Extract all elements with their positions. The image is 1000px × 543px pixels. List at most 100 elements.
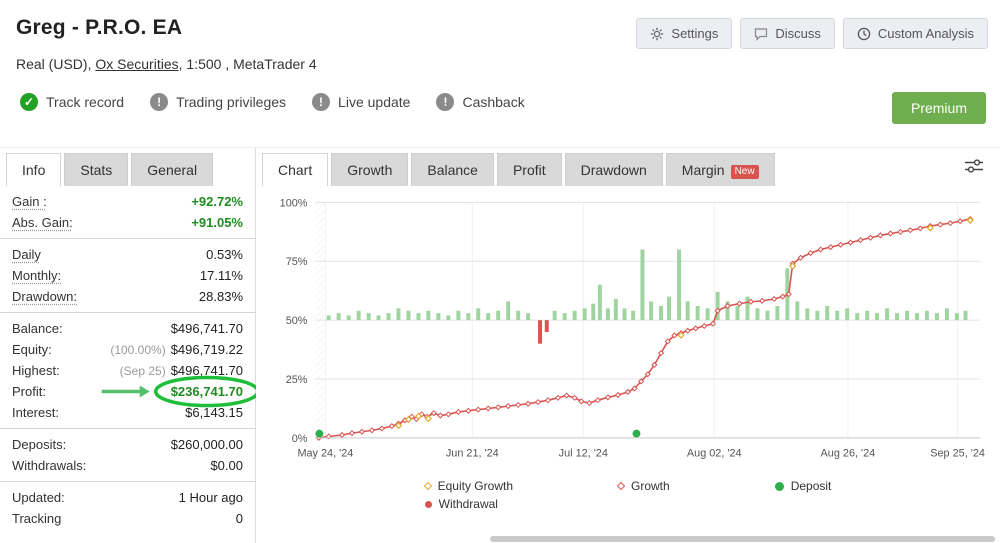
- stat-row-highest: Highest: (Sep 25) $496,741.70: [12, 360, 243, 381]
- stat-label[interactable]: Abs. Gain:: [12, 215, 73, 230]
- dot-green-icon: [774, 481, 784, 491]
- growth-marker: [771, 295, 778, 303]
- growth-marker: [785, 291, 792, 298]
- growth-marker: [657, 350, 665, 357]
- stat-row-profit: Profit: $236,741.70: [12, 381, 243, 402]
- gain-bar: [963, 310, 968, 321]
- tab-general[interactable]: General: [131, 153, 214, 186]
- equity-marker: [926, 224, 934, 232]
- equity-marker: [789, 262, 797, 270]
- gain-bar: [406, 310, 411, 321]
- settings-button[interactable]: Settings: [636, 18, 733, 49]
- tab-info[interactable]: Info: [6, 153, 62, 186]
- legend-column: Growth: [616, 479, 670, 511]
- legend-item-deposit[interactable]: Deposit: [774, 479, 832, 493]
- growth-chart[interactable]: 0% 25% 50% 75% 100% May 24, '24 Jun 21, '24 Jul…: [260, 189, 994, 479]
- x-tick-label: Aug 02, '24: [687, 448, 742, 460]
- growth-line: [318, 218, 971, 439]
- gain-bar: [640, 249, 645, 321]
- profit-value: $236,741.70: [170, 384, 243, 399]
- gain-bar: [336, 313, 341, 321]
- stat-value-wrap: (Sep 25) $496,741.70: [120, 363, 243, 378]
- legend-column: Equity Growth Withdrawal: [423, 479, 513, 511]
- stat-row-deposits: Deposits: $260,000.00: [12, 434, 243, 455]
- gain-bar: [386, 313, 391, 321]
- gain-bar: [915, 313, 920, 321]
- gain-bar: [715, 291, 720, 321]
- growth-marker: [817, 246, 824, 253]
- stat-value-wrap: 17.11%: [200, 268, 243, 283]
- y-tick-label: 25%: [286, 374, 308, 386]
- tab-growth[interactable]: Growth: [331, 153, 409, 186]
- gain-bar: [496, 310, 501, 321]
- badge-label: Trading privileges: [176, 94, 287, 110]
- gain-bar: [631, 310, 636, 321]
- growth-marker: [505, 403, 512, 410]
- tab-profit[interactable]: Profit: [496, 153, 562, 186]
- tab-stats[interactable]: Stats: [64, 153, 129, 186]
- gain-bar: [855, 313, 860, 321]
- gain-bar: [924, 310, 929, 321]
- legend-label: Deposit: [790, 479, 832, 493]
- growth-marker: [701, 322, 708, 330]
- tab-margin[interactable]: Margin New: [665, 153, 775, 186]
- clock-icon: [857, 27, 871, 40]
- tab-profit-label: Profit: [512, 162, 546, 178]
- stat-label: Profit:: [12, 384, 46, 399]
- tab-balance[interactable]: Balance: [411, 153, 494, 186]
- stat-label[interactable]: Drawdown:: [12, 289, 78, 304]
- stat-label[interactable]: Daily: [12, 247, 41, 262]
- tab-info-label: Info: [22, 162, 46, 178]
- stat-value: +91.05%: [191, 215, 243, 230]
- growth-marker: [614, 391, 621, 399]
- equity-marker: [424, 414, 432, 423]
- legend-item-withdrawal[interactable]: Withdrawal: [424, 497, 513, 511]
- premium-button[interactable]: Premium: [891, 92, 986, 124]
- growth-marker: [388, 423, 395, 430]
- growth-marker: [534, 398, 542, 406]
- horizontal-scrollbar[interactable]: [490, 536, 995, 542]
- chart-settings-icon[interactable]: [964, 158, 984, 179]
- growth-marker: [779, 293, 786, 300]
- custom-analysis-button[interactable]: Custom Analysis: [842, 18, 988, 49]
- chart-tabs: Chart Growth Balance Profit Drawdown Margin Ne…: [256, 148, 1000, 186]
- x-tick-label: May 24, '24: [297, 448, 353, 460]
- tab-drawdown[interactable]: Drawdown: [564, 153, 663, 186]
- stat-label[interactable]: Monthly:: [12, 268, 62, 283]
- legend-item-equity-growth[interactable]: Equity Growth: [423, 479, 513, 493]
- stats-group: Deposits: $260,000.00 Withdrawals: $0.00: [0, 429, 255, 482]
- growth-marker: [358, 428, 365, 435]
- gain-bar: [396, 308, 401, 321]
- x-tick-label: Jun 21, '24: [446, 448, 499, 460]
- badge-live-update[interactable]: ! Live update: [308, 89, 422, 115]
- badge-label: Track record: [46, 94, 125, 110]
- equity-marker: [394, 421, 403, 430]
- gain-bar: [905, 310, 910, 321]
- x-tick-label: Jul 12, '24: [559, 448, 608, 460]
- gain-bar: [613, 298, 618, 321]
- stat-row-tracking: Tracking 0: [12, 508, 243, 529]
- growth-marker: [338, 431, 346, 439]
- chart-legend: Equity Growth Withdrawal Growth Deposit: [256, 479, 1000, 511]
- badge-trading-privileges[interactable]: ! Trading privileges: [146, 89, 298, 115]
- dot-red-icon: [424, 500, 432, 508]
- discuss-button[interactable]: Discuss: [740, 18, 835, 49]
- stat-label: Tracking: [12, 511, 62, 526]
- growth-marker: [867, 234, 874, 241]
- growth-marker: [714, 307, 721, 314]
- badge-track-record[interactable]: ✓ Track record: [16, 89, 136, 115]
- stat-label[interactable]: Gain :: [12, 194, 47, 209]
- growth-marker: [495, 404, 502, 411]
- gain-bar: [326, 315, 331, 321]
- growth-marker: [651, 361, 658, 368]
- growth-marker: [947, 220, 954, 227]
- broker-link[interactable]: Ox Securities: [95, 56, 179, 72]
- badge-cashback[interactable]: ! Cashback: [432, 89, 536, 115]
- stat-row-balance: Balance: $496,741.70: [12, 318, 243, 339]
- tab-chart-label: Chart: [278, 162, 313, 178]
- growth-marker: [937, 221, 944, 228]
- axis-hatch-strip: [315, 202, 325, 438]
- stat-label: Balance:: [12, 321, 63, 336]
- legend-item-growth[interactable]: Growth: [616, 479, 670, 493]
- tab-chart[interactable]: Chart: [262, 153, 329, 186]
